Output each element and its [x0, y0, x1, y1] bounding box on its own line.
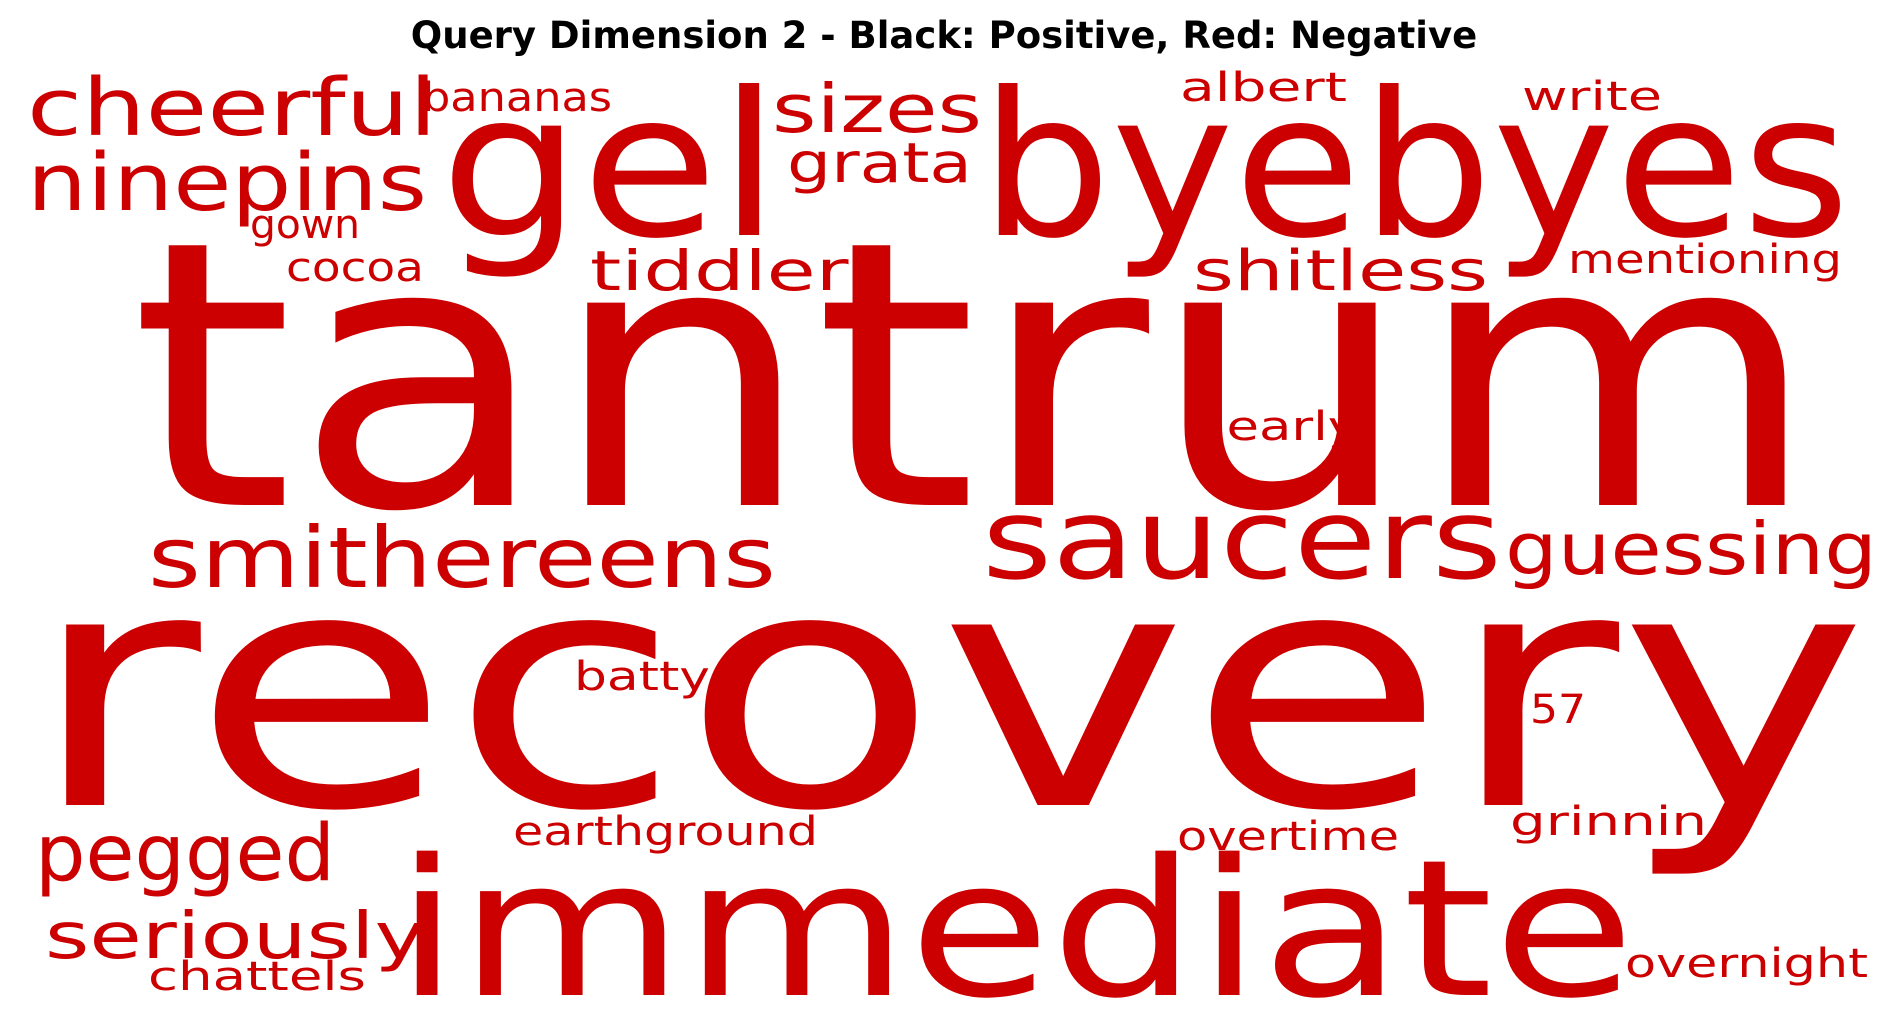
word-immediate: immediate	[395, 819, 1635, 1010]
word-tantrum: tantrum	[130, 163, 1820, 593]
word-shitless: shitless	[1193, 239, 1488, 304]
word-byebyes: byebyes	[980, 50, 1850, 283]
word-tiddlers: tiddlers	[590, 239, 890, 303]
word-overnight: overnight	[1625, 941, 1868, 987]
word-57: 57	[1530, 687, 1586, 733]
word-gown: gown	[250, 202, 360, 248]
word-overtime: overtime	[1177, 814, 1399, 860]
word-chattels: chattels	[148, 954, 366, 1000]
figure-title: Query Dimension 2 - Black: Positive, Red…	[410, 14, 1478, 57]
word-saucers: saucers	[982, 475, 1502, 605]
word-grinnin: grinnin	[1510, 799, 1707, 845]
word-albert: albert	[1180, 65, 1347, 111]
word-batty: batty	[574, 654, 710, 700]
word-smithereens: smithereens	[148, 509, 776, 607]
word-ninepins: ninepins	[27, 137, 427, 229]
word-cheerful: cheerful	[27, 62, 437, 154]
word-gel: gel	[440, 50, 780, 283]
word-write: write	[1522, 74, 1662, 120]
word-cocoa: cocoa	[286, 245, 424, 291]
word-recovery: recovery	[28, 499, 1868, 883]
word-pegged: pegged	[35, 809, 335, 899]
word-bananas: bananas	[422, 75, 612, 121]
word-grata: grata	[787, 131, 972, 195]
word-earthground: earthground	[513, 809, 818, 855]
word-mentioning: mentioning	[1568, 237, 1842, 283]
word-dearly: dearly	[1193, 404, 1359, 450]
word-guessing: guessing	[1505, 507, 1877, 591]
word-sizes: sizes	[772, 70, 982, 148]
word-seriously: seriously	[45, 900, 425, 974]
